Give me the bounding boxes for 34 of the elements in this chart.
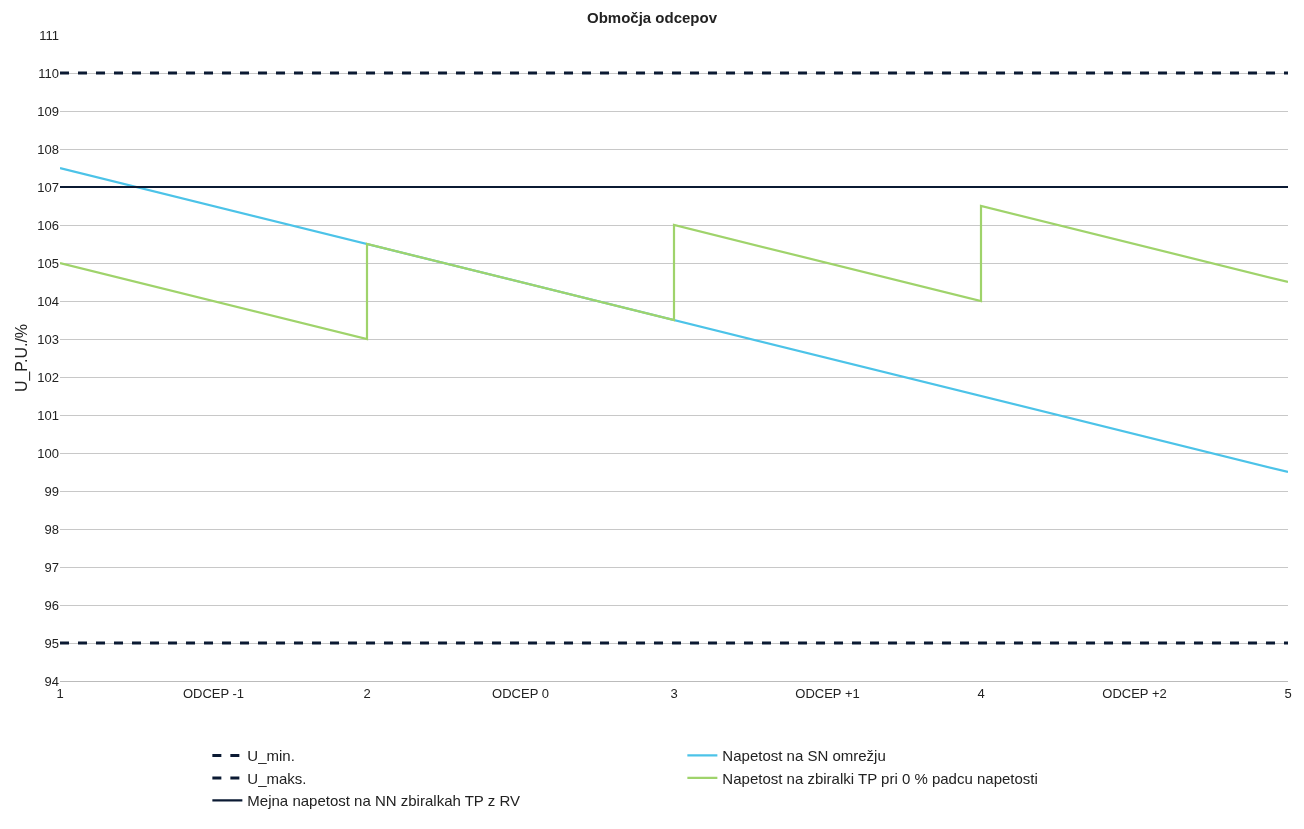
y-tick-label: 104 [37,293,59,309]
y-tick-label: 110 [38,65,59,81]
y-tick-label: 99 [44,483,59,499]
x-tick-label: ODCEP -1 [182,685,245,701]
y-tick-label: 103 [37,331,59,347]
y-tick-label: 98 [44,521,59,537]
x-tick-label: 3 [670,685,678,701]
x-tick-label: 4 [977,685,985,701]
legend-label: U_min. [247,747,295,765]
legend-label: U_maks. [247,769,307,787]
x-tick-label: 5 [1284,685,1292,701]
y-tick-label: 95 [44,635,59,651]
y-tick-label: 101 [37,407,59,423]
y-tick-label: 94 [44,673,59,689]
x-tick-label: 2 [363,685,371,701]
y-tick-label: 111 [39,27,59,43]
x-tick-label: ODCEP 0 [492,685,549,701]
y-tick-label: 102 [37,369,59,385]
legend-label: Napetost na zbiralki TP pri 0 % padcu napetosti [722,769,1038,787]
legend-label: Napetost na SN omrežju [722,747,886,765]
chart-title: Območja odcepov [586,8,718,26]
y-tick-label: 97 [44,559,59,575]
x-tick-label: 1 [56,685,64,701]
y-tick-label: 109 [37,103,59,119]
legend-label: Mejna napetost na NN zbiralkah TP z RV [247,792,521,810]
y-tick-label: 107 [37,179,59,195]
x-tick-label: ODCEP +2 [1102,685,1167,701]
y-tick-label: 105 [37,255,59,271]
x-tick-label: ODCEP +1 [795,685,860,701]
y-axis-title: U_P.U./% [13,323,32,393]
y-tick-label: 96 [44,597,59,613]
y-tick-label: 108 [37,141,59,157]
y-tick-label: 106 [37,217,59,233]
y-tick-label: 100 [37,445,59,461]
